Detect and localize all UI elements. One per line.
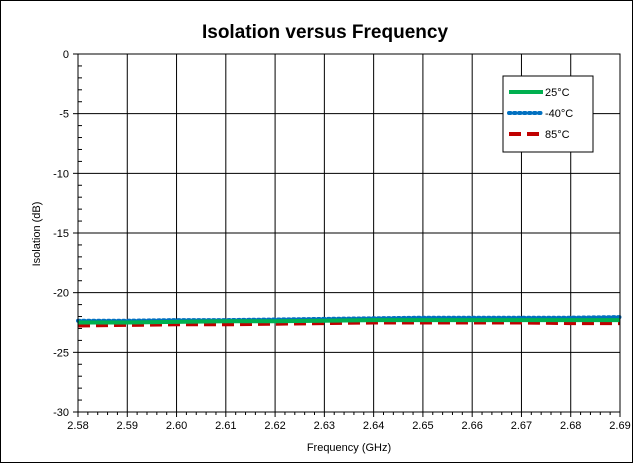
x-tick-label: 2.64 (363, 420, 384, 432)
y-tick-label: -25 (53, 347, 69, 359)
x-tick-label: 2.59 (117, 420, 138, 432)
series-layer (76, 315, 622, 328)
legend-label-1: -40°C (545, 108, 573, 120)
series-line-2 (77, 320, 620, 328)
y-tick-label: 0 (63, 49, 69, 61)
x-tick-label: 2.68 (560, 420, 581, 432)
y-tick-label: -30 (53, 407, 69, 419)
x-tick-labels: 2.58 2.59 2.60 2.61 2.62 2.63 2.64 2.65 2.66 2.67… (67, 420, 630, 432)
x-tick-label: 2.62 (264, 420, 285, 432)
legend: 25°C -40°C 85°C (502, 75, 594, 153)
tick-marks (73, 53, 621, 417)
series-line-0 (78, 318, 620, 325)
legend-label-0: 25°C (545, 87, 570, 99)
x-tick-label: 2.58 (67, 420, 88, 432)
y-tick-label: -20 (53, 288, 69, 300)
chart-title: Isolation versus Frequency (202, 22, 448, 43)
x-tick-label: 2.69 (609, 420, 630, 432)
legend-label-2: 85°C (545, 129, 570, 141)
y-axis-label: Isolation (dB) (31, 202, 43, 267)
x-axis-label: Frequency (GHz) (307, 442, 391, 454)
y-tick-label: -15 (53, 228, 69, 240)
y-tick-label: -10 (53, 168, 69, 180)
y-tick-label: -5 (59, 109, 69, 121)
x-tick-label: 2.63 (314, 420, 335, 432)
x-tick-label: 2.67 (511, 420, 532, 432)
x-tick-label: 2.60 (166, 420, 187, 432)
x-tick-label: 2.65 (412, 420, 433, 432)
x-tick-label: 2.66 (461, 420, 482, 432)
y-tick-labels: 0 -5 -10 -15 -20 -25 -30 (53, 49, 69, 419)
x-tick-label: 2.61 (215, 420, 236, 432)
